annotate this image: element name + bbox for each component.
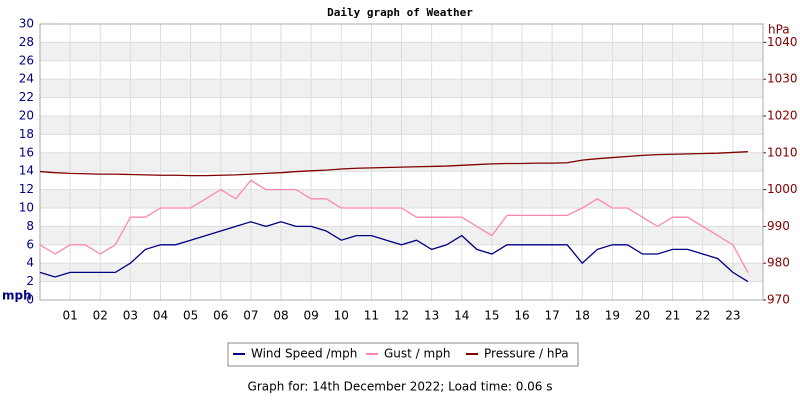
y2-axis-label: hPa: [768, 23, 790, 37]
y2-tick-label: 1030: [767, 72, 798, 86]
y-tick-label: 4: [26, 256, 34, 270]
x-tick-label: 17: [544, 309, 559, 323]
y-tick-label: 12: [19, 182, 34, 196]
plot-frame: [39, 23, 764, 301]
legend-label: Gust / mph: [384, 347, 450, 361]
x-tick-label: 10: [334, 309, 349, 323]
y-tick-label: 10: [19, 201, 34, 215]
x-tick-label: 19: [605, 309, 620, 323]
x-tick-label: 21: [665, 309, 680, 323]
y-tick-label: 6: [26, 237, 34, 251]
y-tick-label: 20: [19, 109, 34, 123]
y2-tick-label: 1000: [767, 182, 798, 196]
series-line: [39, 179, 749, 273]
y-tick-label: 18: [19, 127, 34, 141]
y-tick-label: 8: [26, 219, 34, 233]
y-tick-label: 14: [19, 164, 34, 178]
x-tick-label: 01: [62, 309, 77, 323]
x-tick-label: 07: [243, 309, 258, 323]
x-tick-label: 18: [575, 309, 590, 323]
x-tick-label: 23: [725, 309, 740, 323]
y-tick-label: 22: [19, 90, 34, 104]
x-tick-label: 04: [153, 309, 168, 323]
y2-tick-label: 970: [767, 293, 790, 307]
y2-tick-label: 1020: [767, 109, 798, 123]
x-tick-label: 14: [454, 309, 469, 323]
x-tick-label: 12: [394, 309, 409, 323]
footer: Graph for: 14th December 2022; Load time…: [248, 380, 553, 394]
y2-tick-label: 1040: [767, 35, 798, 49]
y2-tick-label: 990: [767, 219, 790, 233]
x-tick-label: 11: [364, 309, 379, 323]
x-tick-label: 09: [303, 309, 318, 323]
y-tick-label: 0: [26, 293, 34, 307]
chart-title: Daily graph of Weather: [327, 6, 473, 19]
x-tick-label: 02: [93, 309, 108, 323]
y-tick-label: 24: [19, 72, 34, 86]
series-line: [39, 151, 748, 177]
y2-tick-label: 1010: [767, 145, 798, 159]
x-tick-label: 15: [484, 309, 499, 323]
y-tick-label: 26: [19, 53, 34, 67]
x-tick-label: 22: [695, 309, 710, 323]
legend-label: Pressure / hPa: [484, 347, 569, 361]
x-tick-label: 06: [213, 309, 228, 323]
legend-label: Wind Speed /mph: [251, 347, 357, 361]
x-tick-label: 03: [123, 309, 138, 323]
x-tick-label: 20: [635, 309, 650, 323]
x-tick-label: 05: [183, 309, 198, 323]
legend-box: [227, 342, 579, 367]
y-axis-label: mph: [2, 289, 32, 303]
y-tick-label: 30: [19, 17, 34, 31]
x-tick-label: 08: [273, 309, 288, 323]
y2-tick-label: 980: [767, 256, 790, 270]
x-tick-label: 13: [424, 309, 439, 323]
series-line: [39, 221, 749, 283]
x-tick-label: 16: [514, 309, 529, 323]
y-tick-label: 2: [26, 274, 34, 288]
y-tick-label: 16: [19, 145, 34, 159]
y-tick-label: 28: [19, 35, 34, 49]
